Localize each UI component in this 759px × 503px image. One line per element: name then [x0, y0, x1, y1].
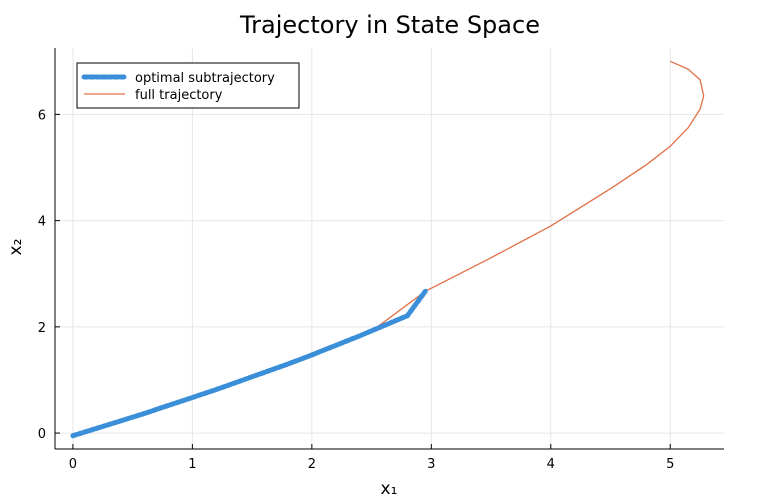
x-axis-label: x₁ — [381, 479, 398, 499]
legend-box — [76, 62, 300, 109]
grid — [55, 48, 724, 449]
y-tick-label: 6 — [38, 108, 46, 123]
y-tick-label: 4 — [38, 215, 46, 230]
x-tick-label: 4 — [547, 457, 555, 472]
x-tick-label: 2 — [308, 457, 316, 472]
series-line-full-trajectory — [72, 60, 705, 437]
legend-label-optimal-subtrajectory: optimal subtrajectory — [135, 71, 275, 86]
legend-label-full-trajectory: full trajectory — [135, 88, 223, 103]
series-line-optimal-subtrajectory — [70, 288, 428, 439]
x-tick-label: 0 — [69, 457, 77, 472]
x-tick-label: 5 — [666, 457, 674, 472]
legend: optimal subtrajectory full trajectory — [76, 62, 300, 109]
y-tick-label: 0 — [38, 427, 46, 442]
ticks: 0 1 2 3 4 5 0 2 4 6 — [38, 108, 675, 472]
plot-area — [70, 60, 705, 439]
y-tick-label: 2 — [38, 321, 46, 336]
x-tick-label: 1 — [188, 457, 196, 472]
x-tick-label: 3 — [427, 457, 435, 472]
chart-title: Trajectory in State Space — [239, 11, 540, 39]
y-axis-label: x₂ — [6, 239, 26, 256]
